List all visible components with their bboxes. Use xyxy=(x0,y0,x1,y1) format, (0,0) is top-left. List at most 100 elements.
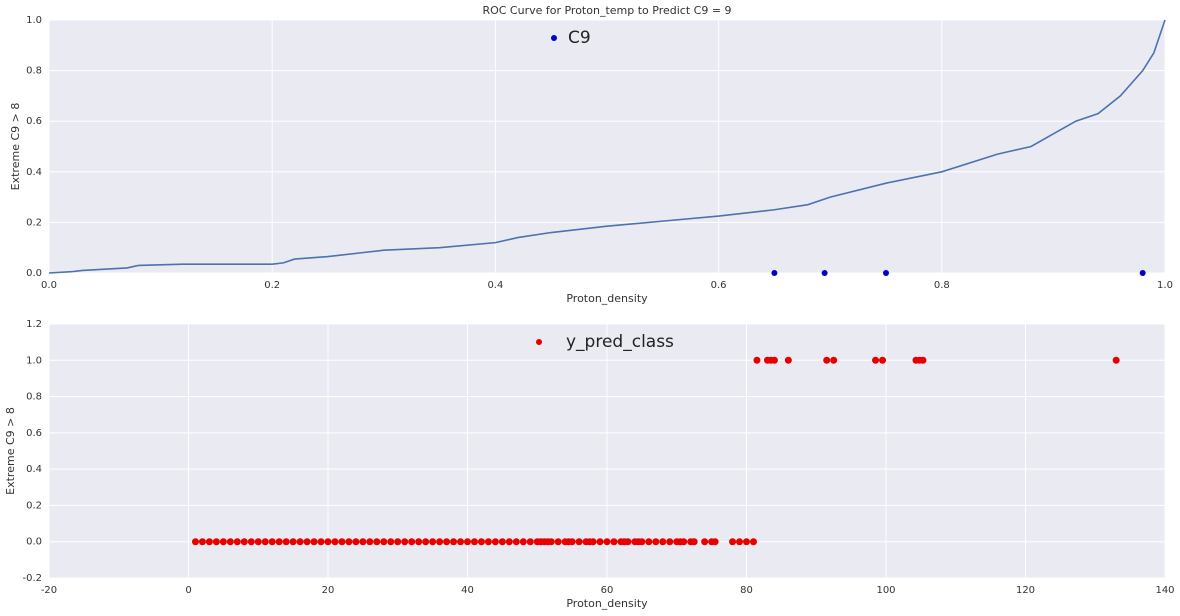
point xyxy=(736,538,744,546)
point xyxy=(711,538,719,546)
y-tick-label: -0.2 xyxy=(22,573,42,584)
point xyxy=(659,538,667,546)
point xyxy=(338,538,346,546)
x-tick-label: 100 xyxy=(876,585,895,596)
point xyxy=(205,538,213,546)
point xyxy=(373,538,381,546)
y-tick-label: 0.2 xyxy=(26,217,42,228)
point xyxy=(254,538,262,546)
point xyxy=(387,538,395,546)
point xyxy=(512,538,520,546)
point xyxy=(429,538,437,546)
point xyxy=(317,538,325,546)
point xyxy=(589,538,597,546)
point xyxy=(823,356,831,364)
y-tick-label: 0.4 xyxy=(26,167,42,178)
x-tick-label: 0 xyxy=(185,585,191,596)
y-axis-label: Extreme C9 > 8 xyxy=(4,407,17,495)
y-tick-label: 0.0 xyxy=(26,268,42,279)
point xyxy=(268,538,276,546)
point xyxy=(603,538,611,546)
point xyxy=(690,538,698,546)
point xyxy=(547,538,555,546)
point xyxy=(784,356,792,364)
line xyxy=(48,19,1166,274)
point xyxy=(652,538,660,546)
x-tick-label: 40 xyxy=(461,585,474,596)
y-tick-label: 0.8 xyxy=(26,392,42,403)
point xyxy=(352,538,360,546)
point xyxy=(331,538,339,546)
point xyxy=(1112,356,1120,364)
point xyxy=(380,538,388,546)
point xyxy=(830,356,838,364)
x-tick-label: 0.4 xyxy=(487,280,503,291)
point xyxy=(401,538,409,546)
x-axis-label: Proton_density xyxy=(566,597,648,610)
point xyxy=(303,538,311,546)
x-tick-label: 20 xyxy=(322,585,335,596)
point xyxy=(872,356,880,364)
point xyxy=(289,538,297,546)
point xyxy=(198,538,206,546)
point xyxy=(743,538,750,546)
y-tick-label: 0.8 xyxy=(26,66,42,77)
point xyxy=(282,538,290,546)
point xyxy=(568,538,576,546)
point xyxy=(753,356,761,364)
point xyxy=(464,538,471,546)
point xyxy=(491,538,499,546)
point xyxy=(247,538,255,546)
x-tick-label: -20 xyxy=(41,585,57,596)
point xyxy=(821,270,828,276)
point xyxy=(596,538,604,546)
point xyxy=(191,538,199,546)
point xyxy=(519,538,527,546)
point xyxy=(415,538,423,546)
point xyxy=(526,538,534,546)
y-tick-label: 1.0 xyxy=(26,15,42,26)
point xyxy=(879,356,887,364)
legend-label: y_pred_class xyxy=(566,332,674,352)
y-axis-label: Extreme C9 > 8 xyxy=(9,103,22,191)
chart-title: ROC Curve for Proton_temp to Predict C9 … xyxy=(482,4,731,17)
point xyxy=(457,538,465,546)
point xyxy=(701,538,709,546)
point xyxy=(477,538,485,546)
point xyxy=(624,538,632,546)
x-tick-label: 60 xyxy=(601,585,614,596)
point xyxy=(422,538,430,546)
x-tick-label: 1.0 xyxy=(1157,280,1173,291)
point xyxy=(771,270,778,276)
point xyxy=(408,538,416,546)
x-tick-label: 0.2 xyxy=(264,280,280,291)
point xyxy=(261,538,269,546)
point xyxy=(219,538,227,546)
point xyxy=(443,538,451,546)
point xyxy=(324,538,332,546)
point xyxy=(645,538,653,546)
y-tick-label: 1.2 xyxy=(26,319,42,330)
point xyxy=(680,538,688,546)
point xyxy=(212,538,220,546)
x-tick-label: 120 xyxy=(1016,585,1035,596)
x-axis-label: Proton_density xyxy=(566,292,648,305)
point xyxy=(394,538,402,546)
point xyxy=(666,538,674,546)
point xyxy=(749,538,757,546)
y-tick-label: 0.4 xyxy=(26,464,42,475)
point xyxy=(359,538,367,546)
y-tick-label: 0.2 xyxy=(26,500,42,511)
point xyxy=(729,538,737,546)
point xyxy=(1139,270,1146,276)
x-tick-label: 0.8 xyxy=(934,280,950,291)
point xyxy=(366,538,374,546)
point xyxy=(345,538,353,546)
point xyxy=(240,538,248,546)
x-tick-label: 140 xyxy=(1155,585,1174,596)
point xyxy=(310,538,318,546)
point xyxy=(450,538,458,546)
point xyxy=(610,538,618,546)
x-tick-label: 0.6 xyxy=(711,280,727,291)
